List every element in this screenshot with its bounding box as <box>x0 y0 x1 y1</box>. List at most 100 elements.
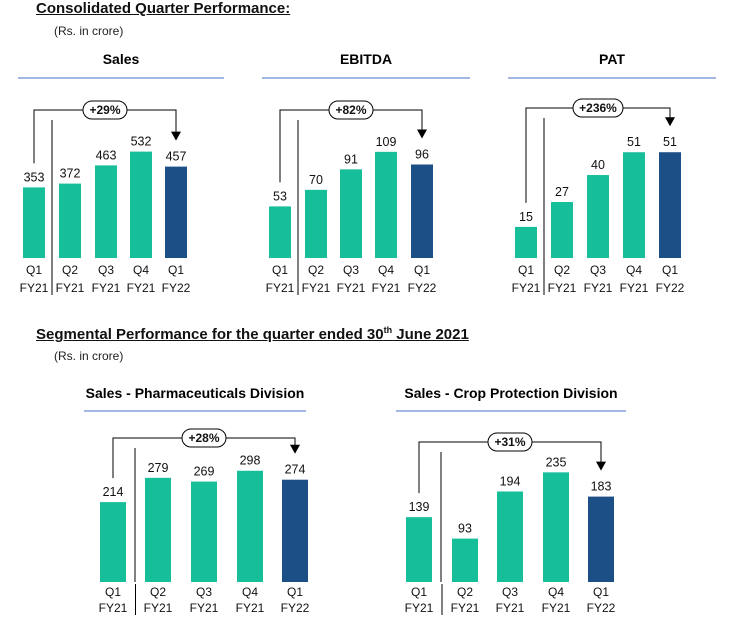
chart-5: Sales - Crop Protection Division 139 Q1 FY2… <box>396 385 626 615</box>
bar <box>59 183 81 258</box>
chart-3: PAT 15 Q1 FY21 27 Q2 FY21 40 Q3 FY21 51 Q4 FY21 51 Q1 F… <box>508 51 716 295</box>
value-label: 372 <box>60 167 81 181</box>
value-label: 53 <box>273 189 287 203</box>
segmental-title-tail: June 2021 <box>392 326 469 343</box>
tick-label-quarter: Q3 <box>98 263 114 277</box>
growth-label: +28% <box>188 431 219 445</box>
growth-label: +82% <box>335 103 366 117</box>
bar <box>130 151 152 258</box>
tick-label-year: FY21 <box>20 281 49 295</box>
consolidated-unit-note: (Rs. in crore) <box>54 24 124 38</box>
arrow-head-icon <box>417 129 427 139</box>
tick-label-year: FY21 <box>496 601 525 615</box>
chart-title: Sales - Crop Protection Division <box>404 385 617 401</box>
bar <box>623 152 645 258</box>
tick-label-year: FY21 <box>512 281 541 295</box>
value-label: 93 <box>458 522 472 536</box>
bar <box>237 470 263 582</box>
value-label: 51 <box>627 135 641 149</box>
tick-label-quarter: Q1 <box>26 263 42 277</box>
tick-label-year: FY21 <box>337 281 366 295</box>
growth-badge <box>82 100 128 120</box>
value-label: 27 <box>555 185 569 199</box>
tick-label-year: FY22 <box>162 281 191 295</box>
tick-label-quarter: Q2 <box>554 263 570 277</box>
value-label: 214 <box>103 485 124 499</box>
value-label: 463 <box>96 148 117 162</box>
tick-label-quarter: Q3 <box>196 585 212 599</box>
bar <box>305 189 327 258</box>
tick-label-quarter: Q1 <box>518 263 534 277</box>
bar <box>282 479 308 582</box>
bar <box>100 502 126 582</box>
bar <box>543 472 569 582</box>
tick-label-quarter: Q3 <box>590 263 606 277</box>
tick-label-year: FY21 <box>266 281 295 295</box>
segmental-title-text: Segmental Performance for the quarter en… <box>36 326 384 343</box>
tick-label-year: FY21 <box>620 281 649 295</box>
tick-label-year: FY21 <box>451 601 480 615</box>
value-label: 194 <box>500 474 521 488</box>
segmental-unit-note: (Rs. in crore) <box>54 349 124 363</box>
tick-label-quarter: Q2 <box>62 263 78 277</box>
tick-label-year: FY21 <box>56 281 85 295</box>
tick-label-quarter: Q4 <box>133 263 149 277</box>
value-label: 70 <box>309 173 323 187</box>
tick-label-year: FY22 <box>281 601 310 615</box>
arrow-head-icon <box>290 444 300 454</box>
bar <box>375 151 397 258</box>
bar <box>191 481 217 582</box>
tick-label-quarter: Q1 <box>593 585 609 599</box>
value-label: 51 <box>663 135 677 149</box>
value-label: 274 <box>285 463 306 477</box>
arrow-head-icon <box>171 131 181 141</box>
chart-2: EBITDA 53 Q1 FY21 70 Q2 FY21 91 Q3 FY21 109 Q4 FY21 9… <box>262 51 470 295</box>
tick-label-year: FY22 <box>656 281 685 295</box>
chart-4: Sales - Pharmaceuticals Division 214 Q1 FY2… <box>84 385 310 615</box>
tick-label-year: FY21 <box>92 281 121 295</box>
value-label: 183 <box>591 480 612 494</box>
bar <box>452 538 478 582</box>
tick-label-quarter: Q2 <box>308 263 324 277</box>
tick-label-year: FY21 <box>127 281 156 295</box>
tick-label-quarter: Q1 <box>272 263 288 277</box>
tick-label-year: FY21 <box>405 601 434 615</box>
tick-label-year: FY21 <box>542 601 571 615</box>
growth-badge <box>328 100 374 120</box>
segmental-title-superscript: th <box>383 325 393 335</box>
arrow-head-icon <box>665 117 675 127</box>
tick-label-quarter: Q4 <box>378 263 394 277</box>
arrow-head-icon <box>596 461 606 471</box>
value-label: 279 <box>148 461 169 475</box>
growth-badge <box>181 428 227 448</box>
tick-label-year: FY21 <box>236 601 265 615</box>
consolidated-section-title: Consolidated Quarter Performance: <box>36 0 291 17</box>
bar <box>497 491 523 582</box>
bar <box>411 164 433 258</box>
tick-label-quarter: Q1 <box>414 263 430 277</box>
value-label: 109 <box>376 135 397 149</box>
value-label: 298 <box>240 454 261 468</box>
tick-label-quarter: Q3 <box>343 263 359 277</box>
tick-label-quarter: Q4 <box>242 585 258 599</box>
tick-label-quarter: Q4 <box>626 263 642 277</box>
growth-label: +29% <box>89 103 120 117</box>
growth-badge <box>572 98 624 118</box>
bar <box>551 202 573 258</box>
bar <box>23 187 45 258</box>
value-label: 91 <box>344 152 358 166</box>
tick-label-quarter: Q1 <box>105 585 121 599</box>
bar <box>340 169 362 258</box>
value-label: 532 <box>131 135 152 149</box>
tick-label-quarter: Q1 <box>411 585 427 599</box>
value-label: 40 <box>591 158 605 172</box>
tick-label-year: FY21 <box>372 281 401 295</box>
bar <box>515 226 537 258</box>
tick-label-quarter: Q1 <box>168 263 184 277</box>
bar <box>587 175 609 258</box>
chart-title: Sales <box>103 51 140 67</box>
value-label: 353 <box>24 170 45 184</box>
value-label: 139 <box>409 500 430 514</box>
chart-title: Sales - Pharmaceuticals Division <box>86 385 305 401</box>
